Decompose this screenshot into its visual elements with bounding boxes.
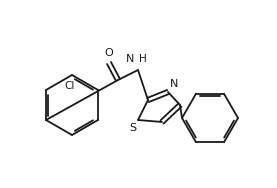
Text: S: S: [129, 123, 136, 133]
Text: O: O: [105, 48, 113, 58]
Text: N: N: [170, 79, 178, 89]
Text: H: H: [139, 54, 147, 64]
Text: Cl: Cl: [65, 81, 75, 91]
Text: N: N: [126, 54, 134, 64]
